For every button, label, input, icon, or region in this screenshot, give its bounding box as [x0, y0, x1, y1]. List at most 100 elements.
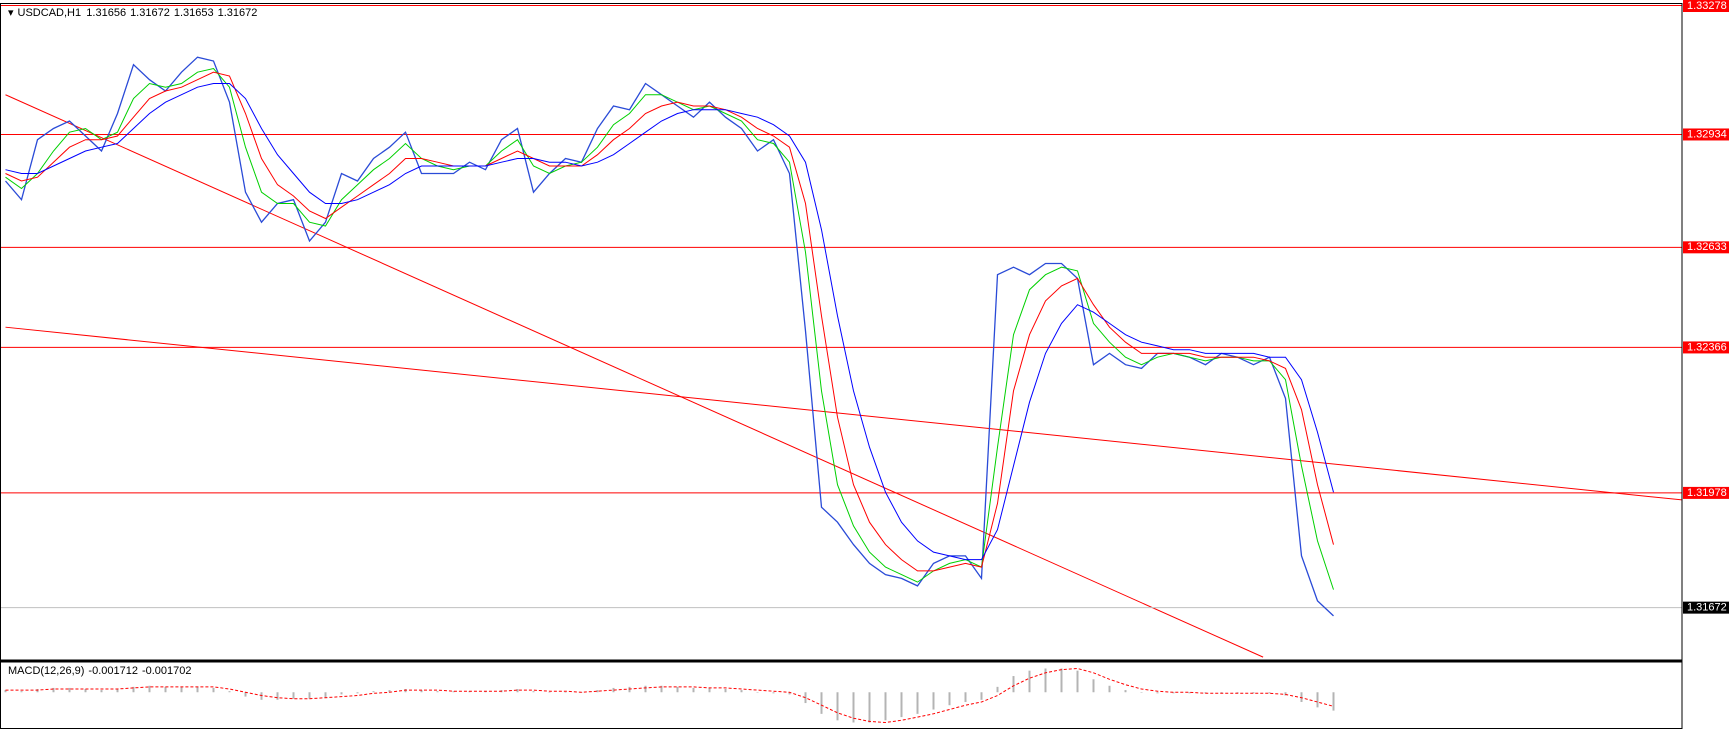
moving-average: [5, 67, 1334, 590]
histogram-bar: [708, 687, 711, 693]
histogram-bar: [1252, 692, 1255, 694]
trendline: [5, 326, 1682, 501]
low: 1.31653: [174, 7, 214, 19]
level-label: 1.32934: [1687, 128, 1727, 140]
histogram-bar: [148, 685, 151, 693]
histogram-bar: [1300, 692, 1303, 702]
histogram-bar: [1044, 668, 1047, 693]
histogram-bar: [388, 690, 391, 693]
histogram-bar: [836, 692, 839, 721]
histogram-bar: [212, 687, 215, 693]
histogram-bar: [644, 685, 647, 693]
histogram-bar: [628, 686, 631, 693]
symbol: USDCAD,H1: [18, 7, 81, 19]
histogram-bar: [516, 689, 519, 693]
histogram-bar: [356, 692, 359, 694]
histogram-bar: [820, 692, 823, 714]
histogram-bar: [612, 687, 615, 693]
close: 1.31672: [218, 7, 258, 19]
level-label: 1.32633: [1687, 241, 1727, 253]
histogram-bar: [68, 687, 71, 693]
histogram-bar: [100, 690, 103, 693]
histogram-bar: [1060, 668, 1063, 693]
level-label: 1.32366: [1687, 341, 1727, 353]
histogram-bar: [980, 692, 983, 700]
histogram-bar: [1332, 692, 1335, 711]
indicator-title: MACD(12,26,9): [8, 665, 84, 677]
histogram-bar: [292, 692, 295, 699]
histogram-bar: [132, 686, 135, 693]
moving-average: [5, 71, 1334, 572]
histogram-bar: [452, 691, 455, 693]
histogram-bar: [1284, 692, 1287, 696]
open: 1.31656: [86, 7, 126, 19]
level-label-box: [1683, 0, 1729, 12]
histogram-bar: [340, 692, 343, 695]
histogram-bar: [4, 690, 7, 693]
current-price-box: [1683, 601, 1729, 614]
level-label: 1.31978: [1687, 487, 1727, 499]
moving-average: [5, 83, 1334, 561]
histogram-bar: [244, 692, 247, 697]
signal-line: [5, 667, 1334, 724]
histogram-bar: [1140, 692, 1143, 693]
histogram-bar: [1012, 676, 1015, 693]
plot: [0, 5, 1682, 724]
histogram-bar: [772, 692, 775, 694]
histogram-bar: [1220, 692, 1223, 694]
histogram-bar: [1188, 692, 1191, 694]
histogram-bar: [260, 692, 263, 700]
high: 1.31672: [130, 7, 170, 19]
histogram-bar: [564, 692, 567, 693]
histogram-bar: [948, 692, 951, 706]
histogram-bar: [1124, 690, 1127, 693]
histogram-bar: [884, 692, 887, 721]
level-label-box: [1683, 341, 1729, 354]
histogram-bar: [116, 689, 119, 693]
histogram-bar: [740, 690, 743, 693]
histogram-bar: [724, 689, 727, 693]
histogram-bar: [1092, 679, 1095, 693]
histogram-bar: [36, 689, 39, 693]
histogram-bar: [324, 692, 327, 698]
current-price-label: 1.31672: [1687, 602, 1727, 614]
histogram-bar: [372, 691, 375, 693]
histogram-bar: [1108, 685, 1111, 693]
histogram-bar: [996, 686, 999, 693]
indicator-header: MACD(12,26,9) -0.001712 -0.001702: [8, 665, 192, 677]
histogram-bar: [180, 686, 183, 693]
indicator-value: -0.001712: [88, 665, 138, 677]
plot-frame: [0, 3, 1683, 729]
histogram-bar: [468, 691, 471, 693]
histogram-bar: [788, 692, 791, 695]
histogram-bar: [1316, 692, 1319, 708]
histogram-bar: [596, 690, 599, 693]
histogram-bar: [868, 692, 871, 723]
histogram-bar: [84, 689, 87, 693]
histogram-bar: [932, 692, 935, 710]
histogram-bar: [164, 686, 167, 693]
histogram-bar: [916, 692, 919, 714]
histogram-bar: [1172, 692, 1175, 694]
histogram-bar: [1156, 692, 1159, 694]
indicator-value: -0.001702: [142, 665, 192, 677]
histogram-bar: [692, 687, 695, 693]
histogram-bar: [420, 690, 423, 693]
chart-header: ▾ USDCAD,H1 1.31656 1.31672 1.31653 1.31672: [8, 7, 257, 19]
histogram-bar: [484, 691, 487, 693]
histogram-bar: [1204, 692, 1207, 694]
histogram-bar: [964, 692, 967, 702]
histogram-bar: [1268, 692, 1271, 694]
histogram-bar: [660, 685, 663, 693]
histogram-bar: [52, 687, 55, 693]
histogram-bar: [1028, 670, 1031, 693]
histogram-bar: [20, 691, 23, 693]
histogram-bar: [228, 691, 231, 693]
histogram-bar: [436, 691, 439, 693]
histogram-bar: [276, 692, 279, 700]
histogram-bar: [676, 686, 679, 693]
histogram-bar: [852, 692, 855, 723]
level-label-box: [1683, 486, 1729, 499]
